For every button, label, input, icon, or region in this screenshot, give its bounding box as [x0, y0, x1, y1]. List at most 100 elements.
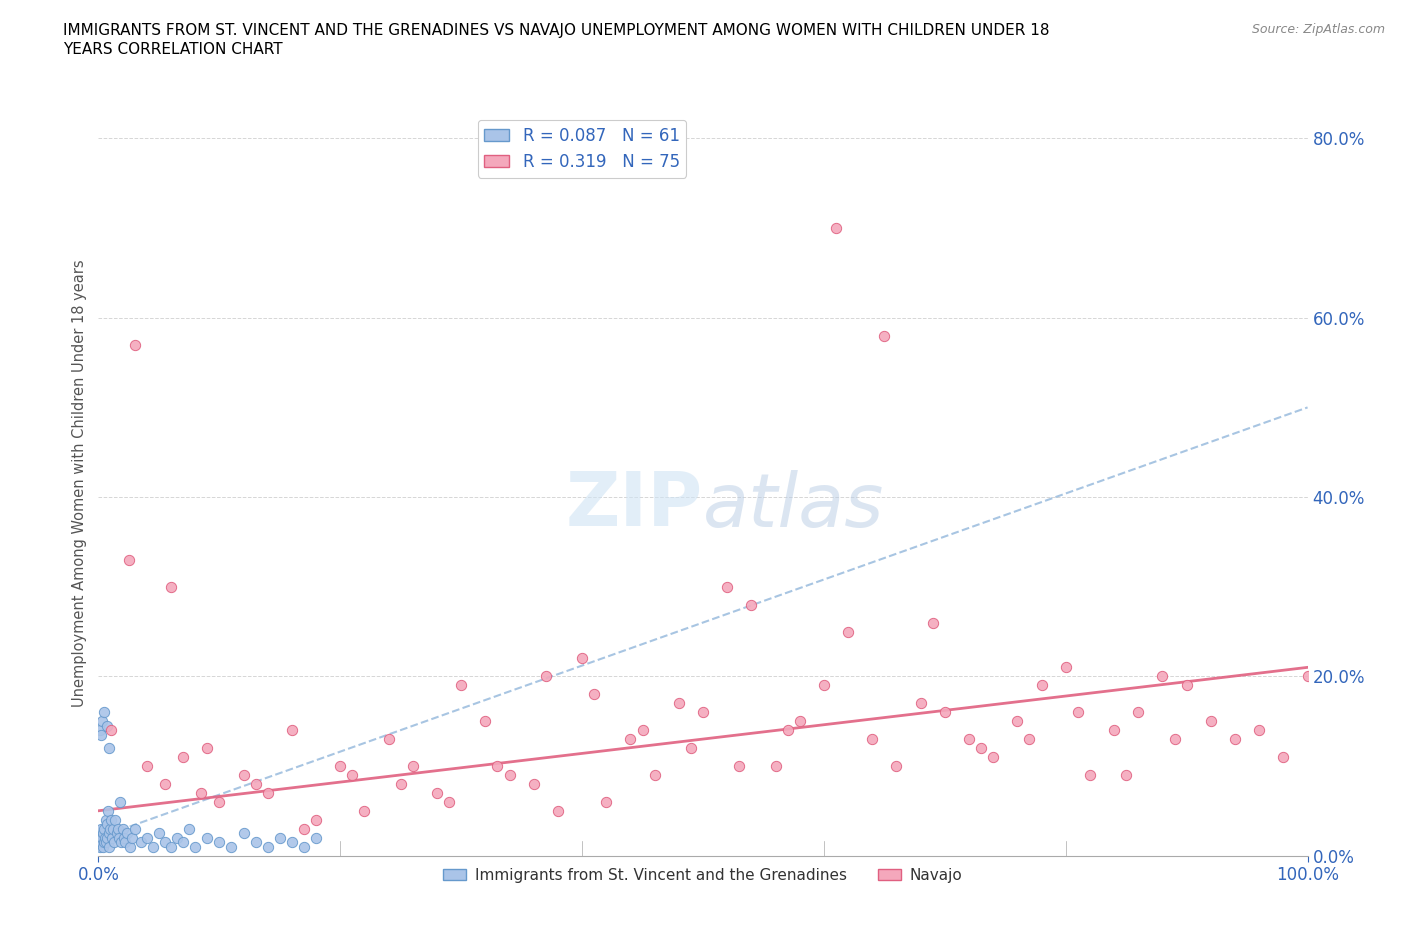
Point: [107, 821, 129, 836]
Point: [100, 830, 122, 845]
Point: [728, 759, 751, 774]
Point: [90, 821, 112, 836]
Point: [1199, 713, 1222, 728]
Point: [94, 812, 117, 827]
Point: [789, 713, 811, 728]
Point: [98, 740, 121, 755]
Point: [96, 718, 118, 733]
Point: [135, 759, 157, 774]
Point: [970, 740, 993, 755]
Point: [595, 794, 617, 809]
Point: [166, 830, 188, 845]
Point: [498, 767, 520, 782]
Point: [232, 826, 254, 841]
Point: [121, 830, 143, 845]
Point: [118, 552, 141, 567]
Point: [776, 723, 799, 737]
Point: [1128, 705, 1150, 720]
Point: [118, 839, 141, 854]
Point: [124, 338, 146, 352]
Point: [94, 830, 117, 845]
Point: [668, 696, 690, 711]
Legend: Immigrants from St. Vincent and the Grenadines, Navajo: Immigrants from St. Vincent and the Gren…: [437, 862, 969, 889]
Point: [1054, 660, 1077, 675]
Point: [160, 579, 183, 594]
Point: [101, 821, 124, 836]
Point: [148, 826, 170, 841]
Point: [1249, 723, 1271, 737]
Point: [108, 794, 131, 809]
Point: [135, 830, 157, 845]
Point: [179, 821, 201, 836]
Point: [523, 777, 546, 791]
Point: [860, 732, 883, 747]
Point: [571, 651, 593, 666]
Point: [172, 835, 194, 850]
Text: ZIP: ZIP: [565, 470, 703, 542]
Point: [1152, 669, 1174, 684]
Point: [292, 821, 315, 836]
Point: [740, 597, 762, 612]
Text: atlas: atlas: [703, 470, 884, 542]
Point: [1272, 750, 1295, 764]
Point: [934, 705, 956, 720]
Point: [96, 830, 118, 845]
Point: [547, 804, 569, 818]
Point: [93, 821, 115, 836]
Point: [813, 678, 835, 693]
Point: [98, 826, 121, 841]
Point: [619, 732, 641, 747]
Point: [402, 759, 425, 774]
Point: [97, 804, 120, 818]
Point: [377, 732, 399, 747]
Point: [486, 759, 509, 774]
Point: [765, 759, 787, 774]
Point: [1223, 732, 1246, 747]
Point: [1115, 767, 1137, 782]
Point: [921, 615, 943, 630]
Point: [1078, 767, 1101, 782]
Point: [208, 835, 231, 850]
Point: [981, 750, 1004, 764]
Point: [281, 723, 304, 737]
Point: [232, 767, 254, 782]
Point: [716, 579, 738, 594]
Point: [1018, 732, 1040, 747]
Point: [91, 839, 114, 854]
Point: [474, 713, 496, 728]
Point: [96, 835, 118, 850]
Point: [329, 759, 352, 774]
Point: [108, 830, 131, 845]
Point: [256, 786, 278, 801]
Point: [160, 839, 183, 854]
Point: [97, 839, 120, 854]
Point: [256, 839, 278, 854]
Point: [631, 723, 654, 737]
Point: [426, 786, 449, 801]
Point: [89, 723, 111, 737]
Point: [1296, 669, 1319, 684]
Point: [117, 826, 139, 841]
Point: [111, 821, 134, 836]
Point: [91, 826, 114, 841]
Point: [110, 835, 132, 850]
Point: [644, 767, 666, 782]
Point: [104, 812, 127, 827]
Point: [1163, 732, 1185, 747]
Point: [195, 830, 218, 845]
Point: [190, 786, 212, 801]
Point: [389, 777, 412, 791]
Point: [91, 830, 114, 845]
Point: [90, 835, 112, 850]
Point: [129, 835, 152, 850]
Point: [305, 812, 328, 827]
Text: Source: ZipAtlas.com: Source: ZipAtlas.com: [1251, 23, 1385, 36]
Point: [910, 696, 932, 711]
Point: [105, 826, 128, 841]
Y-axis label: Unemployment Among Women with Children Under 18 years: Unemployment Among Women with Children U…: [72, 259, 87, 708]
Point: [281, 835, 304, 850]
Point: [534, 669, 557, 684]
Point: [184, 839, 207, 854]
Point: [103, 835, 125, 850]
Point: [153, 835, 176, 850]
